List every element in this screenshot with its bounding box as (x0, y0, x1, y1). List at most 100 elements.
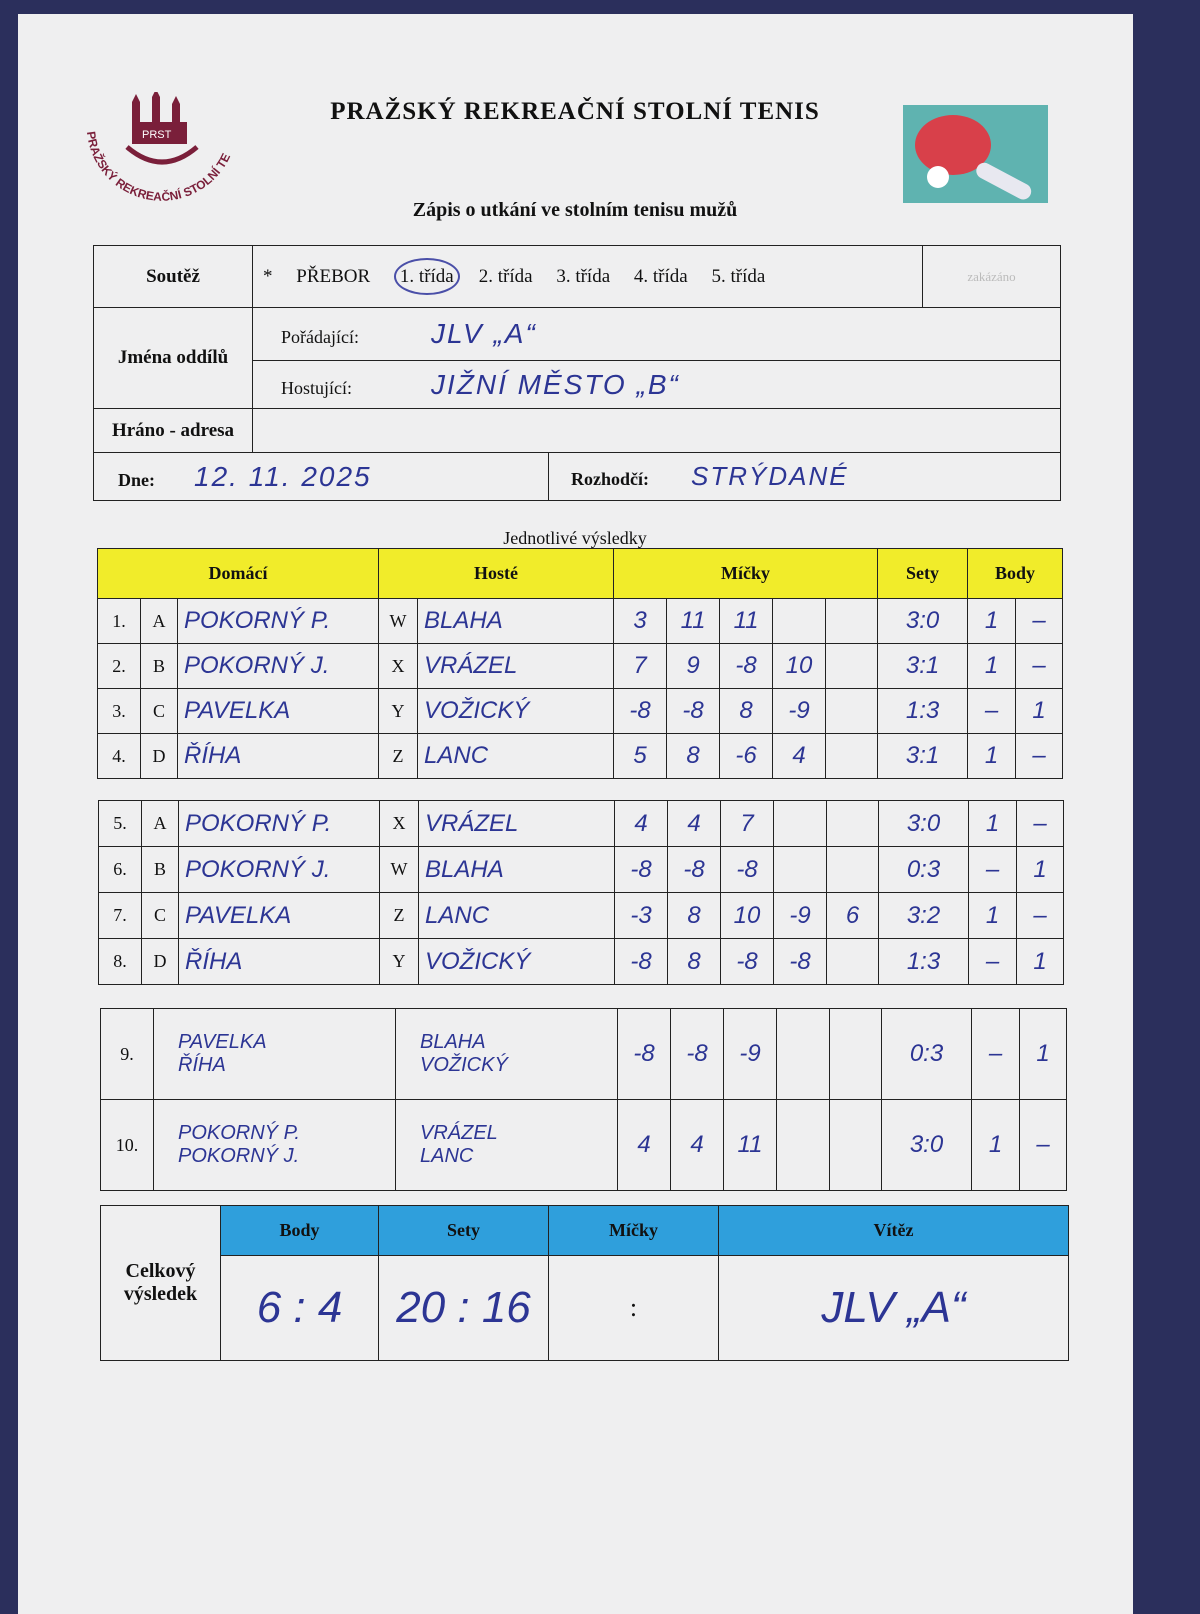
poradajici-value[interactable]: JLV „A“ (431, 318, 537, 349)
home-player[interactable]: POKORNÝ J. (178, 846, 380, 893)
guest-point[interactable]: 1 (1015, 688, 1064, 734)
ball-score[interactable] (825, 733, 879, 779)
sets-score[interactable]: 1:3 (878, 938, 969, 985)
ball-score[interactable]: 11 (666, 598, 721, 644)
ball-score[interactable]: 11 (719, 598, 774, 644)
guest-point[interactable]: – (1015, 643, 1064, 689)
home-pair[interactable]: PAVELKA ŘÍHA (153, 1008, 396, 1100)
ball-score[interactable]: 6 (826, 892, 879, 939)
home-point[interactable]: – (971, 1008, 1020, 1100)
guest-player[interactable]: BLAHA (418, 846, 615, 893)
ball-score[interactable] (825, 598, 879, 644)
home-player[interactable]: PAVELKA (178, 892, 380, 939)
ball-score[interactable] (776, 1099, 830, 1191)
class-4[interactable]: 4. třída (633, 265, 688, 287)
ball-score[interactable]: -9 (772, 688, 827, 734)
ball-score[interactable] (773, 800, 827, 847)
ball-score[interactable] (829, 1099, 882, 1191)
home-point[interactable]: 1 (968, 800, 1017, 847)
ball-score[interactable] (776, 1008, 830, 1100)
ball-score[interactable]: -8 (670, 1008, 724, 1100)
sets-score[interactable]: 3:1 (877, 733, 969, 779)
ball-score[interactable]: 9 (666, 643, 721, 689)
home-point[interactable]: – (968, 938, 1017, 985)
summary-sety-value[interactable]: 20 : 16 (378, 1255, 549, 1361)
ball-score[interactable]: -8 (614, 938, 668, 985)
home-player[interactable]: ŘÍHA (178, 938, 380, 985)
sets-score[interactable]: 1:3 (877, 688, 969, 734)
ball-score[interactable]: 3 (613, 598, 668, 644)
home-point[interactable]: 1 (967, 643, 1017, 689)
ball-score[interactable]: 4 (772, 733, 827, 779)
ball-score[interactable]: 8 (666, 733, 721, 779)
guest-point[interactable]: – (1015, 598, 1064, 644)
ball-score[interactable]: -3 (614, 892, 668, 939)
guest-point[interactable]: 1 (1019, 1008, 1067, 1100)
ball-score[interactable]: -8 (667, 846, 721, 893)
home-point[interactable]: 1 (971, 1099, 1020, 1191)
ball-score[interactable]: -8 (720, 846, 774, 893)
guest-player[interactable]: BLAHA (417, 598, 615, 644)
ball-score[interactable]: -6 (719, 733, 774, 779)
summary-body-value[interactable]: 6 : 4 (220, 1255, 379, 1361)
ball-score[interactable]: 8 (719, 688, 774, 734)
class-3[interactable]: 3. třída (556, 265, 611, 287)
ball-score[interactable]: 5 (613, 733, 668, 779)
ball-score[interactable] (826, 800, 879, 847)
ball-score[interactable]: 7 (613, 643, 668, 689)
home-point[interactable]: 1 (967, 733, 1017, 779)
ball-score[interactable]: 8 (667, 892, 721, 939)
guest-point[interactable]: 1 (1016, 846, 1064, 893)
guest-player[interactable]: VRÁZEL (418, 800, 615, 847)
ball-score[interactable]: -8 (617, 1008, 671, 1100)
home-player[interactable]: POKORNÝ J. (176, 643, 380, 689)
guest-point[interactable]: – (1016, 800, 1064, 847)
ball-score[interactable]: 4 (670, 1099, 724, 1191)
ball-score[interactable]: -8 (719, 643, 774, 689)
rozhodci-value[interactable]: STRÝDANÉ (691, 461, 849, 491)
ball-score[interactable]: -8 (614, 846, 668, 893)
sets-score[interactable]: 0:3 (878, 846, 969, 893)
ball-score[interactable] (829, 1008, 882, 1100)
class-1[interactable]: 1. třída (393, 257, 460, 295)
home-player[interactable]: PAVELKA (176, 688, 380, 734)
home-point[interactable]: – (968, 846, 1017, 893)
home-point[interactable]: – (967, 688, 1017, 734)
guest-player[interactable]: VOŽICKÝ (418, 938, 615, 985)
sets-score[interactable]: 3:0 (878, 800, 969, 847)
home-point[interactable]: 1 (967, 598, 1017, 644)
ball-score[interactable] (772, 598, 827, 644)
sets-score[interactable]: 3:2 (878, 892, 969, 939)
ball-score[interactable]: -9 (773, 892, 827, 939)
ball-score[interactable]: -8 (720, 938, 774, 985)
home-player[interactable]: POKORNÝ P. (176, 598, 380, 644)
ball-score[interactable]: 7 (720, 800, 774, 847)
guest-player[interactable]: VRÁZEL (417, 643, 615, 689)
ball-score[interactable] (826, 938, 879, 985)
class-5[interactable]: 5. třída (711, 265, 766, 287)
ball-score[interactable]: -8 (773, 938, 827, 985)
home-player[interactable]: ŘÍHA (176, 733, 380, 779)
ball-score[interactable] (773, 846, 827, 893)
guest-player[interactable]: LANC (417, 733, 615, 779)
guest-point[interactable]: – (1015, 733, 1064, 779)
guest-pair[interactable]: VRÁZEL LANC (395, 1099, 618, 1191)
ball-score[interactable]: 10 (720, 892, 774, 939)
hostujici-value[interactable]: JIŽNÍ MĚSTO „B“ (431, 368, 680, 400)
ball-score[interactable]: -8 (666, 688, 721, 734)
summary-vitez-value[interactable]: JLV „A“ (718, 1255, 1069, 1361)
guest-point[interactable]: – (1019, 1099, 1067, 1191)
ball-score[interactable] (825, 688, 879, 734)
ball-score[interactable]: 4 (614, 800, 668, 847)
ball-score[interactable] (826, 846, 879, 893)
ball-score[interactable]: 11 (723, 1099, 777, 1191)
ball-score[interactable]: -8 (613, 688, 668, 734)
ball-score[interactable] (825, 643, 879, 689)
sets-score[interactable]: 3:0 (877, 598, 969, 644)
sets-score[interactable]: 0:3 (881, 1008, 972, 1100)
ball-score[interactable]: -9 (723, 1008, 777, 1100)
home-pair[interactable]: POKORNÝ P. POKORNÝ J. (153, 1099, 396, 1191)
home-point[interactable]: 1 (968, 892, 1017, 939)
ball-score[interactable]: 4 (617, 1099, 671, 1191)
summary-micky-value[interactable]: : (548, 1255, 719, 1361)
